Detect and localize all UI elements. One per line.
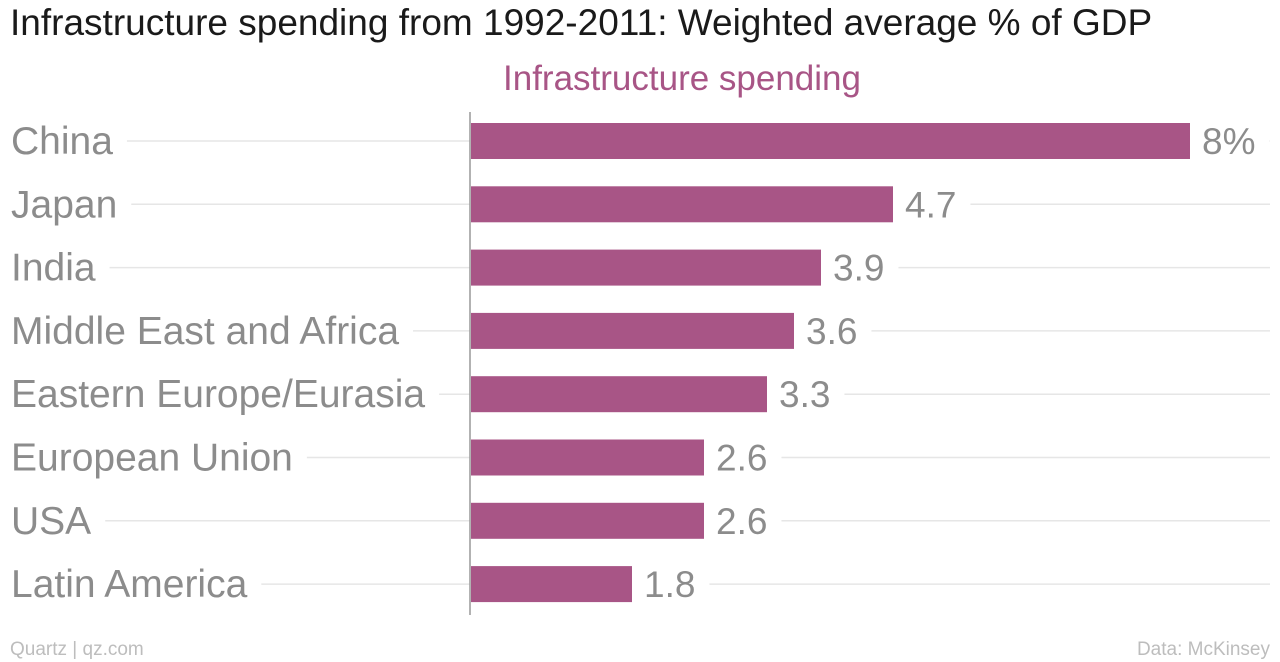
- bar: [471, 249, 821, 286]
- category-labels: China Japan India Middle East and Africa Eas…: [11, 120, 425, 606]
- value-label: 8%: [1202, 121, 1255, 162]
- bar: [471, 186, 893, 223]
- bar: [471, 376, 767, 413]
- category-label: Latin America: [11, 563, 248, 606]
- category-label: India: [11, 247, 96, 290]
- footer-source-left: Quartz | qz.com: [10, 639, 144, 660]
- value-label: 3.3: [779, 374, 830, 415]
- category-label: USA: [11, 500, 91, 543]
- bar: [471, 312, 794, 349]
- bar: [471, 502, 704, 539]
- value-label: 3.9: [833, 248, 884, 289]
- category-label: Middle East and Africa: [11, 310, 399, 353]
- footer-source-right: Data: McKinsey: [1137, 639, 1271, 660]
- value-label: 4.7: [905, 184, 956, 225]
- value-label: 1.8: [644, 564, 695, 605]
- value-label: 2.6: [716, 501, 767, 542]
- bar: [471, 123, 1190, 159]
- gridlines: [105, 140, 1270, 585]
- value-label: 3.6: [806, 311, 857, 352]
- value-labels: 8% 4.7 3.9 3.6 3.3 2.6 2.6 1.8: [644, 121, 1255, 605]
- series-label: Infrastructure spending: [503, 59, 861, 98]
- category-label: European Union: [11, 437, 293, 480]
- category-label: China: [11, 120, 113, 163]
- chart-title: Infrastructure spending from 1992-2011: …: [10, 2, 1152, 43]
- bar: [471, 439, 704, 476]
- category-label: Eastern Europe/Eurasia: [11, 373, 425, 416]
- bars: [471, 123, 1190, 603]
- value-label: 2.6: [716, 438, 767, 479]
- bar: [471, 566, 632, 603]
- category-label: Japan: [11, 183, 117, 226]
